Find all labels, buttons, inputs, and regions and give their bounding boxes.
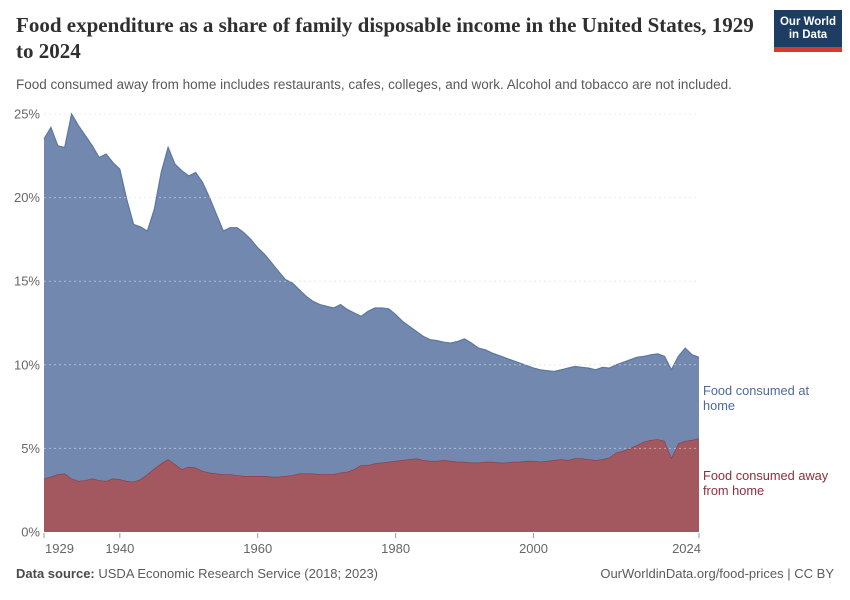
license-label: CC BY [794,566,834,581]
chart-subtitle: Food consumed away from home includes re… [16,77,732,92]
owid-logo[interactable]: Our World in Data [774,10,842,52]
data-source-value: USDA Economic Research Service (2018; 20… [98,566,379,581]
svg-text:1929: 1929 [45,541,74,556]
chart-canvas[interactable]: 0% 5% 10% 15% 20% 25% 1929 1940 1960 1980 2000 2024 [0,100,850,570]
footer-separator: | [787,566,791,581]
data-source-note: Data source: USDA Economic Research Serv… [16,566,378,581]
owid-logo-line1: Our World [779,15,836,28]
svg-text:0%: 0% [21,525,40,540]
footer-credit: OurWorldinData.org/food-prices | CC BY [600,566,834,581]
footer-link[interactable]: OurWorldinData.org/food-prices [600,566,784,581]
svg-text:25%: 25% [14,107,40,122]
svg-text:1940: 1940 [105,541,134,556]
svg-text:10%: 10% [14,357,40,372]
chart-header: Food expenditure as a share of family di… [0,0,850,100]
chart-plot-region[interactable]: 0% 5% 10% 15% 20% 25% 1929 1940 1960 1980 2000 2024… [0,100,850,570]
svg-text:5%: 5% [21,441,40,456]
series-label-food-away-from-home: Food consumed away from home [703,468,829,498]
owid-logo-line2: in Data [788,28,828,41]
data-source-label: Data source: [16,566,95,581]
svg-text:2024: 2024 [672,541,701,556]
chart-title: Food expenditure as a share of family di… [16,13,754,63]
chart-footer: Data source: USDA Economic Research Serv… [16,566,834,590]
svg-text:20%: 20% [14,190,40,205]
svg-text:1960: 1960 [243,541,272,556]
svg-text:15%: 15% [14,274,40,289]
series-label-food-at-home: Food consumed at home [703,383,809,413]
svg-text:1980: 1980 [381,541,410,556]
svg-text:2000: 2000 [519,541,548,556]
